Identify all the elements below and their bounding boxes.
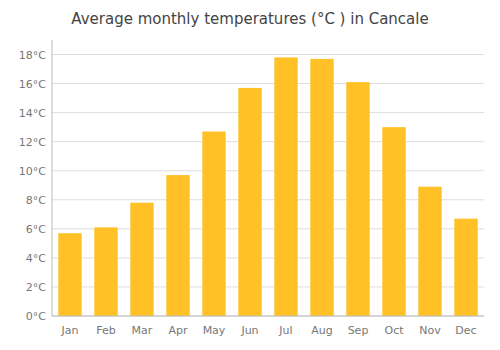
y-tick-label: 16°C bbox=[19, 78, 46, 91]
bar bbox=[382, 127, 405, 316]
x-tick-label: Oct bbox=[384, 324, 404, 337]
bar bbox=[346, 82, 369, 316]
x-tick-label: Sep bbox=[348, 324, 369, 337]
y-tick-label: 12°C bbox=[19, 136, 46, 149]
y-tick-label: 4°C bbox=[26, 252, 46, 265]
y-tick-label: 2°C bbox=[26, 281, 46, 294]
y-tick-label: 8°C bbox=[26, 194, 46, 207]
bar bbox=[238, 88, 261, 316]
x-tick-label: Mar bbox=[132, 324, 153, 337]
bar bbox=[166, 175, 189, 316]
x-tick-label: Nov bbox=[419, 324, 441, 337]
x-tick-label: Jan bbox=[61, 324, 79, 337]
y-tick-label: 0°C bbox=[26, 310, 46, 323]
x-tick-label: Feb bbox=[96, 324, 115, 337]
x-tick-label: Jun bbox=[240, 324, 258, 337]
grid-line bbox=[52, 54, 484, 55]
bar bbox=[202, 132, 225, 316]
title: Average monthly temperatures (°C ) in Ca… bbox=[71, 10, 428, 28]
x-tick-label: Aug bbox=[311, 324, 332, 337]
x-axis: Jan Feb Mar Apr May Jun Jul Aug Sep Oct Nov Dec bbox=[61, 324, 477, 337]
x-tick-label: Apr bbox=[168, 324, 188, 337]
grid-line bbox=[52, 316, 484, 317]
bar bbox=[454, 219, 477, 316]
y-axis-line bbox=[52, 40, 53, 316]
x-tick-label: May bbox=[203, 324, 226, 337]
grid-line bbox=[52, 141, 484, 142]
y-tick-label: 10°C bbox=[19, 165, 46, 178]
x-tick-label: Jul bbox=[278, 324, 292, 337]
bar bbox=[58, 233, 81, 316]
bar bbox=[310, 59, 333, 316]
grid-line bbox=[52, 112, 484, 113]
bar bbox=[418, 187, 441, 316]
grid bbox=[52, 55, 484, 316]
x-axis-line bbox=[52, 316, 484, 317]
y-tick-label: 18°C bbox=[19, 49, 46, 62]
y-axis: 0°C 2°C 4°C 6°C 8°C 10°C 12°C 14°C 16°C 18°C bbox=[19, 49, 46, 323]
bar bbox=[274, 57, 297, 316]
y-tick-label: 6°C bbox=[26, 223, 46, 236]
chart: Average monthly temperatures (°C ) in Ca… bbox=[0, 0, 500, 350]
bar bbox=[94, 227, 117, 316]
bars bbox=[58, 57, 477, 316]
x-tick-label: Dec bbox=[455, 324, 476, 337]
grid-line bbox=[52, 170, 484, 171]
y-tick-label: 14°C bbox=[19, 107, 46, 120]
chart-container: Average monthly temperatures (°C ) in Ca… bbox=[0, 0, 500, 350]
bar bbox=[130, 203, 153, 316]
grid-line bbox=[52, 83, 484, 84]
